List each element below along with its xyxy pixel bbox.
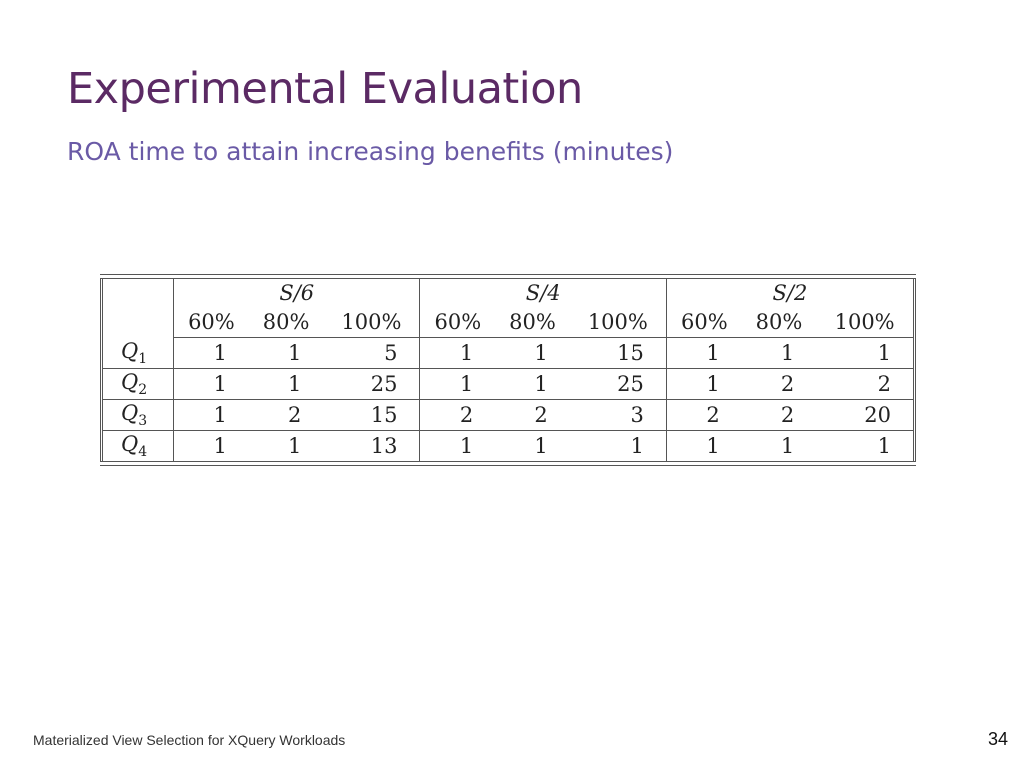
table-cell: 1 — [666, 337, 742, 369]
table-cell: 13 — [323, 430, 421, 461]
table-cell: 1 — [419, 368, 496, 400]
table-cell: 3 — [569, 399, 667, 431]
table-cell: 1 — [248, 337, 324, 369]
table-cell: 2 — [741, 368, 817, 400]
pct-header: 60% — [173, 307, 249, 338]
table-cell: 1 — [213, 434, 227, 458]
table-cell: 25 — [569, 368, 667, 400]
table-cell: 1 — [816, 337, 915, 369]
table-cell: 2 — [419, 399, 496, 431]
pct-header: 100% — [816, 307, 915, 338]
pct-header: 80% — [248, 307, 324, 338]
row-label: Q4 — [101, 430, 174, 461]
table-cell: 2 — [666, 399, 742, 431]
table-cell: 1 — [495, 368, 570, 400]
table-cell: 1 — [287, 434, 302, 458]
slide-subtitle: ROA time to attain increasing benefits (… — [67, 137, 674, 166]
pct-header: 80% — [495, 307, 570, 338]
table-cell: 1 — [569, 430, 667, 461]
table-cell: 1 — [706, 434, 720, 458]
group-header-s4: S/4 — [419, 279, 667, 307]
table-cell: 2 — [741, 399, 817, 431]
pct-header: 60% — [419, 307, 496, 338]
table-row: Q4 1 1 13 1 1 1 1 1 1 — [101, 430, 915, 461]
pct-header: 100% — [569, 307, 667, 338]
pct-header: 100% — [323, 307, 421, 338]
table-cell: 1 — [248, 368, 324, 400]
table-cell: 15 — [569, 337, 667, 369]
table-cell: 1 — [666, 368, 742, 400]
table-corner-cell — [101, 279, 174, 338]
table-cell: 25 — [323, 368, 421, 400]
row-label: Q1 — [101, 337, 174, 369]
table-cell: 1 — [459, 434, 474, 458]
page-number: 34 — [987, 729, 1008, 749]
table-cell: 1 — [780, 434, 795, 458]
table-row: Q2 1 1 25 1 1 25 1 2 2 — [101, 368, 915, 400]
table-cell: 5 — [323, 337, 421, 369]
table-cell: 1 — [173, 337, 249, 369]
table-cell: 1 — [419, 337, 496, 369]
pct-header: 60% — [666, 307, 742, 338]
row-label: Q2 — [101, 368, 174, 400]
table-cell: 2 — [816, 368, 915, 400]
table-cell: 2 — [495, 399, 570, 431]
slide-title: Experimental Evaluation — [67, 64, 583, 114]
table-row: Q1 1 1 5 1 1 15 1 1 1 — [101, 337, 915, 369]
table-cell: 1 — [173, 368, 249, 400]
results-table: S/6 S/4 S/2 60% 80% 100% 60% 80% 100% 60… — [100, 279, 916, 461]
table-cell: 1 — [877, 434, 891, 458]
group-header-s2: S/2 — [772, 281, 808, 305]
table-cell: 1 — [534, 434, 548, 458]
table-cell: 20 — [816, 399, 915, 431]
table-row: Q3 1 2 15 2 2 3 2 2 20 — [101, 399, 915, 431]
table-cell: 1 — [495, 337, 570, 369]
results-table-container: S/6 S/4 S/2 60% 80% 100% 60% 80% 100% 60… — [100, 274, 916, 466]
table-cell: 1 — [173, 399, 249, 431]
table-cell: 1 — [741, 337, 817, 369]
table-cell: 2 — [248, 399, 324, 431]
table-cell: 15 — [323, 399, 421, 431]
footer-text: Materialized View Selection for XQuery W… — [33, 732, 346, 748]
row-label: Q3 — [101, 399, 174, 431]
pct-header: 80% — [741, 307, 817, 338]
group-header-s6: S/6 — [173, 279, 421, 307]
